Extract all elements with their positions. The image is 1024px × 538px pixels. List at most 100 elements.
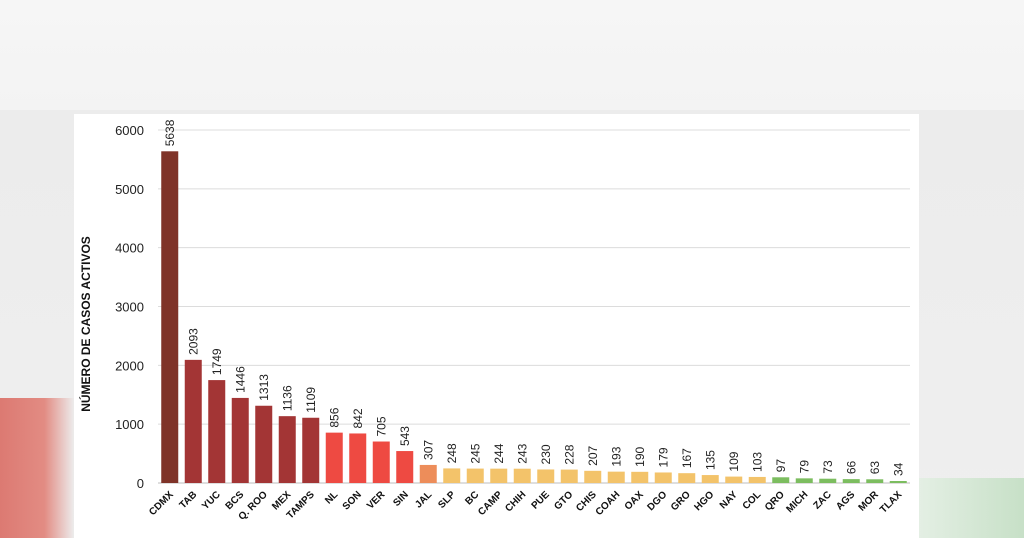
bar (419, 464, 437, 483)
bar (349, 433, 367, 483)
bar (537, 469, 555, 483)
x-category-label: NL (323, 489, 340, 506)
x-category-label: OAX (623, 489, 646, 512)
x-category-label: GRO (669, 489, 693, 513)
data-label: 307 (421, 440, 435, 460)
background-edge-left (0, 398, 74, 538)
data-label: 97 (774, 459, 788, 473)
x-category-label: HGO (692, 489, 716, 513)
data-label: 1109 (304, 387, 318, 413)
bar (795, 478, 813, 483)
bar (302, 417, 320, 483)
data-label: 543 (398, 426, 412, 446)
data-label: 79 (797, 460, 811, 474)
data-label: 1136 (280, 385, 294, 411)
background-edge-right (918, 478, 1024, 538)
bar (325, 432, 343, 483)
y-axis-ticks: 0 1000 2000 3000 4000 5000 6000 (115, 123, 144, 491)
x-category-label: QRO (763, 489, 787, 513)
data-label: 248 (445, 443, 459, 463)
bar-chart: 0 1000 2000 3000 4000 5000 6000 5638 2093 1749 14… (78, 119, 910, 523)
bar (513, 468, 531, 483)
y-axis-title: NÚMERO DE CASOS ACTIVOS (78, 236, 93, 412)
bar (208, 380, 226, 483)
bar (560, 469, 578, 483)
bar (678, 473, 696, 483)
bar (396, 451, 414, 483)
data-label: 245 (468, 443, 482, 463)
data-label: 5638 (163, 119, 177, 146)
y-tick-label: 2000 (115, 358, 144, 373)
x-category-label: CAMP (476, 489, 505, 518)
y-tick-label: 4000 (115, 241, 144, 256)
bar (584, 470, 602, 483)
x-category-label: MICH (785, 489, 811, 515)
data-labels: 5638 2093 1749 1446 1313 1136 1109 856 842 705 543… (163, 119, 906, 476)
data-label: 103 (750, 452, 764, 472)
x-category-label: COAH (594, 489, 623, 518)
x-category-label: TLAX (878, 489, 904, 515)
data-label: 2093 (186, 328, 200, 355)
data-label: 73 (821, 460, 835, 474)
bars (161, 151, 907, 483)
bar (490, 468, 508, 483)
x-category-label: BC (463, 489, 481, 507)
bar (819, 478, 837, 483)
bar (184, 359, 202, 483)
x-category-label: SIN (391, 489, 411, 509)
y-tick-label: 0 (137, 476, 144, 491)
bar (889, 480, 907, 483)
y-tick-label: 1000 (115, 417, 144, 432)
x-category-label: MOR (857, 489, 882, 514)
bar (372, 441, 390, 483)
bar (443, 468, 461, 483)
chart-panel: 0 1000 2000 3000 4000 5000 6000 5638 2093 1749 14… (74, 114, 919, 538)
data-label: 856 (327, 407, 341, 427)
data-label: 63 (868, 461, 882, 475)
x-category-label: YUC (200, 489, 223, 512)
data-label: 190 (633, 446, 647, 466)
x-category-label: PUE (530, 489, 553, 512)
data-label: 179 (656, 447, 670, 467)
x-category-label: SLP (436, 489, 458, 511)
data-label: 1446 (233, 366, 247, 393)
y-tick-label: 6000 (115, 123, 144, 138)
x-category-label: COL (741, 489, 764, 512)
bar (842, 479, 860, 483)
data-label: 135 (703, 450, 717, 470)
bar (748, 476, 766, 483)
data-label: 705 (374, 416, 388, 436)
data-label: 842 (351, 408, 365, 428)
data-label: 230 (539, 444, 553, 464)
bar (654, 472, 672, 483)
bar (866, 479, 884, 483)
x-category-label: GTO (552, 489, 575, 512)
x-category-label: VER (365, 489, 388, 512)
x-category-label: ZAC (812, 489, 834, 511)
data-label: 193 (609, 446, 623, 466)
x-category-label: CDMX (147, 489, 176, 518)
data-label: 66 (844, 460, 858, 474)
bar (772, 477, 790, 483)
bar (631, 471, 649, 483)
data-label: 1313 (257, 374, 271, 401)
bar (161, 151, 179, 483)
data-label: 34 (891, 462, 905, 476)
bar (701, 475, 719, 483)
data-label: 243 (515, 443, 529, 463)
bar (255, 405, 273, 483)
bar (607, 471, 625, 483)
bar (725, 476, 743, 483)
data-label: 207 (586, 445, 600, 465)
x-category-label: DGO (645, 489, 669, 513)
y-tick-label: 3000 (115, 300, 144, 315)
x-category-label: JAL (413, 489, 434, 510)
data-label: 244 (492, 443, 506, 463)
x-category-label: TAB (178, 489, 200, 511)
y-tick-label: 5000 (115, 182, 144, 197)
data-label: 167 (680, 448, 694, 468)
bar (231, 397, 249, 483)
x-category-label: CHIH (503, 489, 528, 514)
data-label: 109 (727, 451, 741, 471)
